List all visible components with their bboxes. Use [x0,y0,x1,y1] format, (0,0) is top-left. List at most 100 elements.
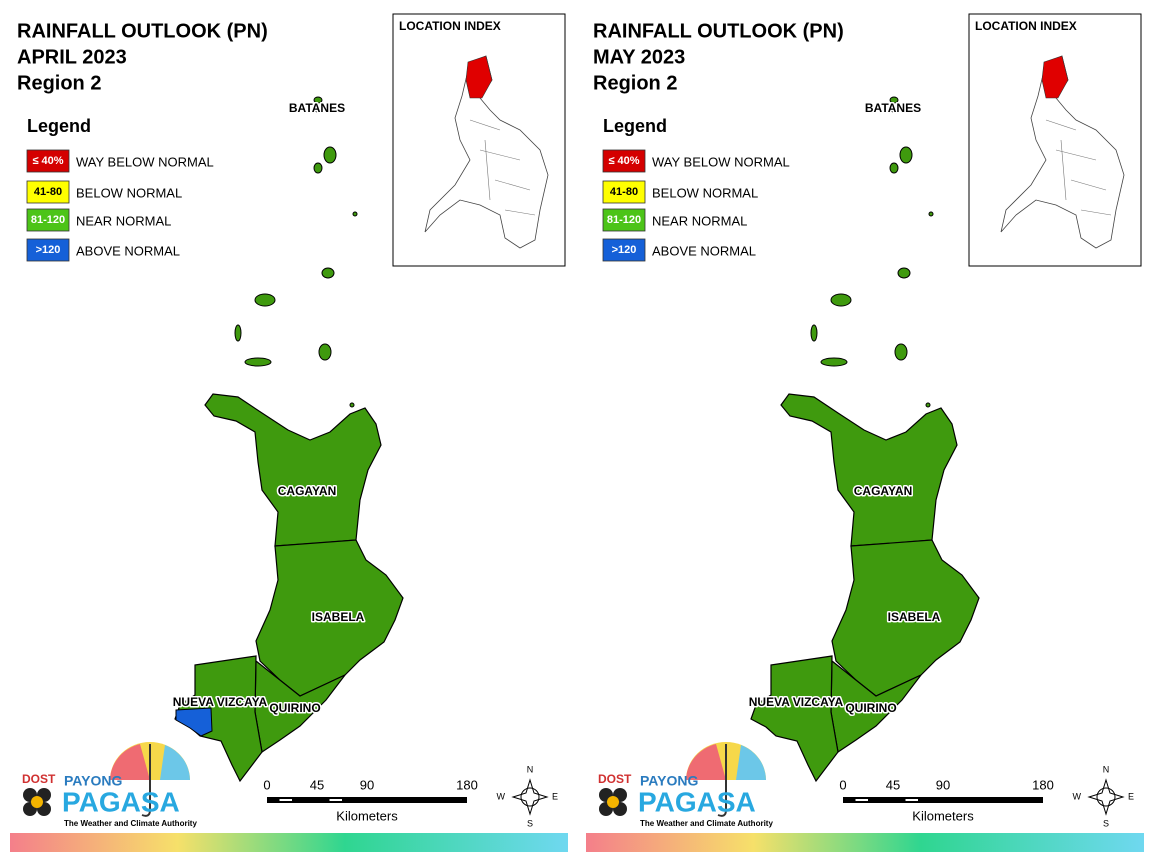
scale-segment [855,799,868,801]
inset-borders [1045,119,1112,216]
color-band [10,833,568,852]
province-label: QUIRINO [269,701,320,715]
island [349,402,355,408]
legend-swatch [26,180,70,204]
scale-tick: 0 [839,777,846,792]
island [928,211,934,217]
logo-handle [717,744,727,817]
scale-tick: 180 [456,777,478,792]
island [894,343,908,361]
swatch-label: 81-120 [607,214,641,226]
island [820,357,848,367]
compass-e: E [1128,791,1134,801]
swatch-label: 81-120 [31,214,65,226]
legend-swatch [602,238,646,262]
logo-brand: PAYONG [640,773,698,789]
scale-bar [267,797,467,803]
island [810,324,818,342]
compass-rose [1087,778,1125,816]
swatch-label: 41-80 [610,186,638,198]
island [318,343,332,361]
color-band [586,833,1144,852]
logo-handle [141,744,151,817]
province [174,655,263,783]
province-label: NUEVA VIZCAYA [749,695,844,709]
period: MAY 2023 [593,46,685,68]
legend-title: Legend [27,116,91,136]
legend-label: ABOVE NORMAL [652,243,756,258]
province-label: QUIRINO [845,701,896,715]
legend-label: BELOW NORMAL [76,185,182,200]
scale-tick: 90 [360,777,374,792]
inset-title: LOCATION INDEX [399,19,501,33]
island [830,293,852,307]
logo-seal [607,796,619,808]
panel: RAINFALL OUTLOOK (PN) APRIL 2023 Region 2 L… [10,13,568,852]
scale-segment [329,799,342,801]
region: Region 2 [593,72,677,94]
province-label: BATANES [289,101,345,115]
legend-swatch [26,238,70,262]
scale-segment [905,799,918,801]
island [925,402,931,408]
logo-seal [31,796,43,808]
swatch-label: >120 [612,244,637,256]
scale-tick: 45 [310,777,324,792]
inset-title: LOCATION INDEX [975,19,1077,33]
province [831,539,980,697]
logo-umbrella-right [160,745,190,780]
scale-unit: Kilometers [336,808,398,823]
island [890,107,898,113]
scale-tick: 0 [263,777,270,792]
island [244,357,272,367]
island [889,162,899,174]
legend-label: WAY BELOW NORMAL [76,154,214,169]
compass-rose [511,778,549,816]
scale-tick: 180 [1032,777,1054,792]
province-label: NUEVA VIZCAYA [173,695,268,709]
logo-agency: DOST [598,772,632,786]
compass-w: W [1073,791,1082,801]
logo-umbrella-right [736,745,766,780]
logo-umbrella-left [110,744,150,780]
period: APRIL 2023 [17,46,127,68]
legend-swatch [602,180,646,204]
legend-label: ABOVE NORMAL [76,243,180,258]
scale-tick: 45 [886,777,900,792]
island [254,293,276,307]
legend-label: NEAR NORMAL [652,213,747,228]
island [321,267,335,279]
legend-swatch [602,149,646,173]
region: Region 2 [17,72,101,94]
logo-name: PAGASA [62,786,180,817]
island [899,146,913,164]
legend-label: BELOW NORMAL [652,185,758,200]
island [314,107,322,113]
scale-bar [843,797,1043,803]
province [750,655,839,783]
logo-brand: PAYONG [64,773,122,789]
scale-segment [279,799,292,801]
compass-n: N [1103,764,1110,774]
inset-country [1000,55,1125,249]
logo-tagline: The Weather and Climate Authority [64,819,197,828]
title: RAINFALL OUTLOOK (PN) [593,20,844,42]
legend-swatch [602,208,646,232]
island [313,96,323,104]
island [323,146,337,164]
province-label: BATANES [865,101,921,115]
swatch-label: ≤ 40% [608,155,639,167]
province [780,393,958,547]
legend-swatch [26,208,70,232]
province [204,393,382,547]
panel: RAINFALL OUTLOOK (PN) MAY 2023 Region 2 Leg… [586,13,1144,852]
province-label: ISABELA [888,610,941,624]
province-label: CAGAYAN [278,484,336,498]
compass-ring [1096,787,1116,807]
legend-swatch [26,149,70,173]
logo-umbrella-left [686,744,726,780]
compass-s: S [1103,818,1109,828]
inset-highlight [1041,55,1069,99]
logo-agency: DOST [22,772,56,786]
